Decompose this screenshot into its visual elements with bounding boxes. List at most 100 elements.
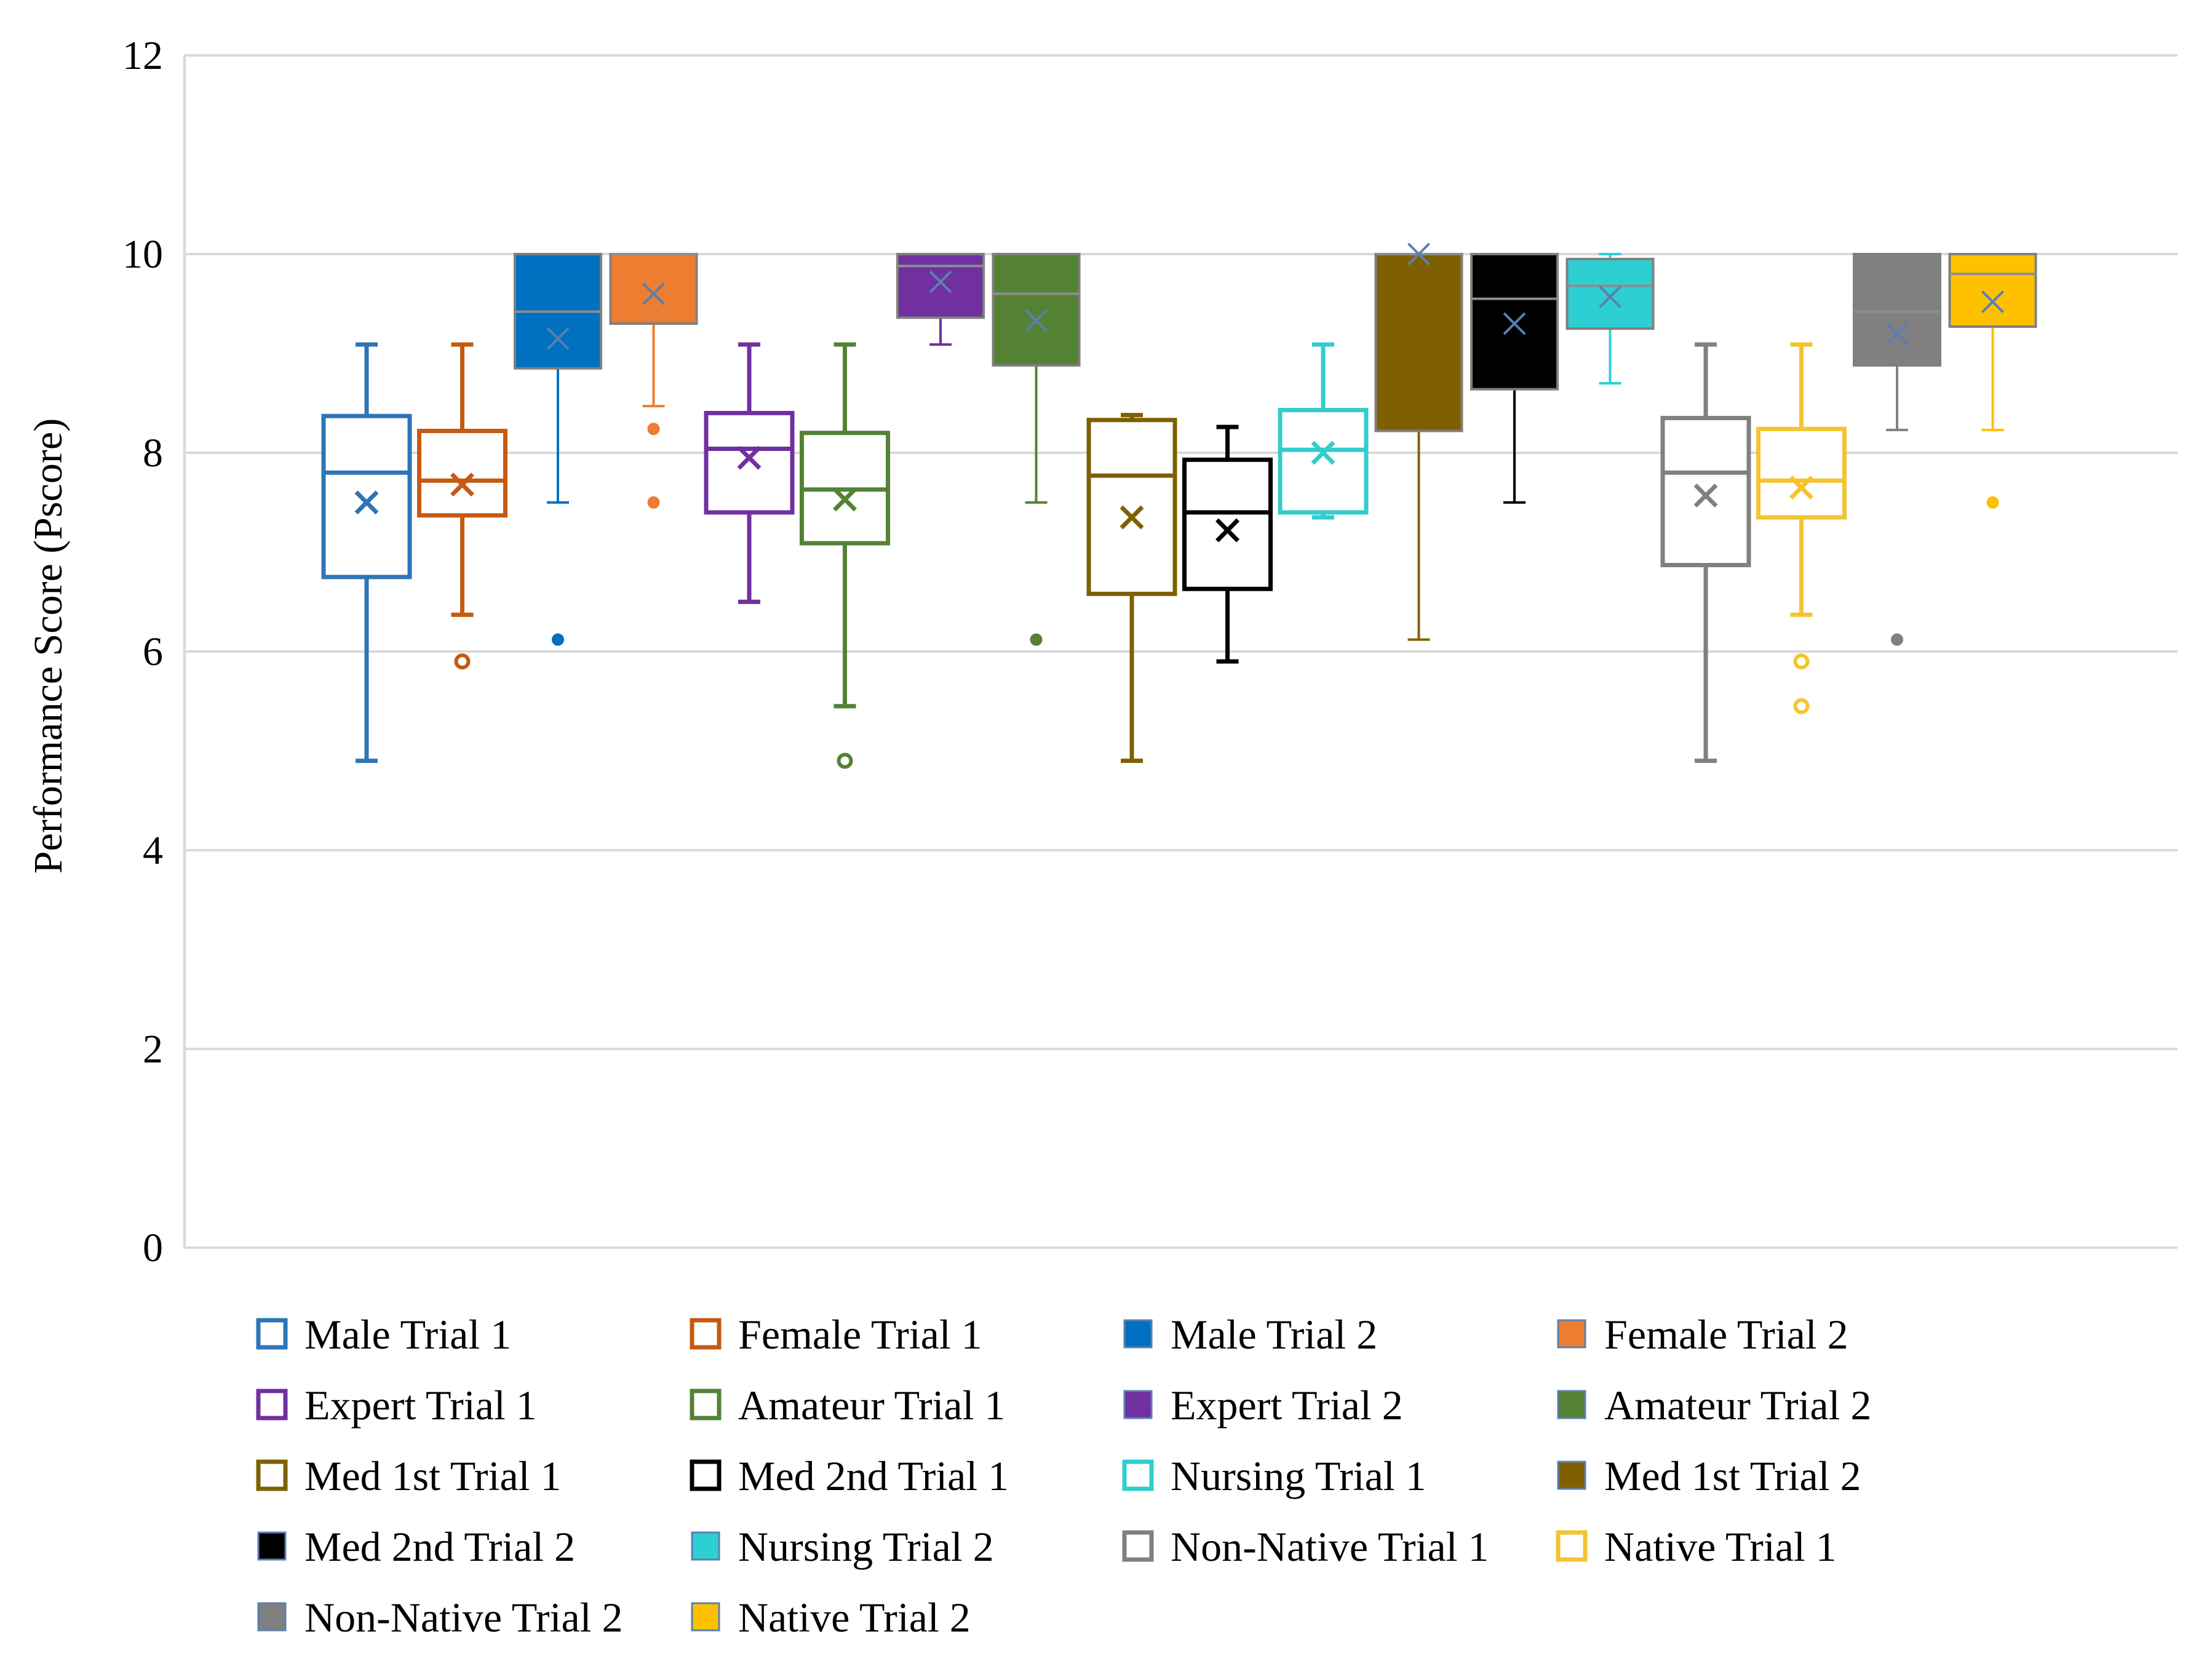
box-iqr bbox=[1756, 426, 1847, 520]
legend-item: Expert Trial 2 bbox=[1123, 1382, 1403, 1429]
legend-item: Male Trial 1 bbox=[256, 1311, 511, 1358]
legend-item: Med 1st Trial 1 bbox=[256, 1453, 562, 1499]
mean-marker bbox=[1981, 290, 2004, 313]
legend-swatch bbox=[257, 1531, 287, 1561]
legend-item: Female Trial 1 bbox=[690, 1311, 982, 1358]
outlier-point bbox=[1793, 698, 1810, 714]
box-expert-trial-2 bbox=[896, 253, 985, 346]
outlier-point bbox=[552, 633, 564, 646]
mean-marker bbox=[1599, 285, 1621, 308]
box-iqr bbox=[1853, 253, 1941, 367]
legend-swatch bbox=[691, 1602, 720, 1632]
box-med-1st-trial-1 bbox=[1086, 413, 1177, 763]
legend-swatch bbox=[690, 1459, 722, 1491]
outlier-point bbox=[837, 752, 853, 769]
legend-label: Non-Native Trial 1 bbox=[1171, 1523, 1489, 1570]
outlier-point bbox=[1030, 633, 1043, 646]
legend-swatch bbox=[1557, 1390, 1586, 1419]
legend-label: Med 2nd Trial 2 bbox=[304, 1523, 575, 1570]
legend-label: Female Trial 2 bbox=[1604, 1311, 1848, 1358]
legend-item: Med 1st Trial 2 bbox=[1557, 1453, 1861, 1499]
legend-item: Nursing Trial 1 bbox=[1122, 1453, 1426, 1499]
outlier-point bbox=[454, 653, 471, 670]
legend-label: Med 2nd Trial 1 bbox=[738, 1453, 1009, 1499]
legend-swatch bbox=[1123, 1390, 1153, 1419]
outlier-point bbox=[1793, 653, 1810, 670]
legend-swatch bbox=[256, 1459, 288, 1491]
box-nursing-trial-2 bbox=[1566, 253, 1655, 385]
mean-marker bbox=[1311, 440, 1335, 465]
y-tick-label: 6 bbox=[143, 629, 163, 674]
box-male-trial-1 bbox=[321, 342, 412, 763]
mean-marker bbox=[737, 445, 762, 470]
legend-label: Non-Native Trial 2 bbox=[304, 1594, 623, 1641]
legend-item: Med 2nd Trial 2 bbox=[257, 1523, 575, 1570]
box-male-trial-2 bbox=[514, 253, 602, 646]
box-iqr bbox=[704, 410, 795, 515]
mean-marker bbox=[1025, 309, 1048, 332]
box-iqr bbox=[1278, 408, 1369, 515]
box-iqr bbox=[1086, 418, 1177, 596]
y-tick-label: 4 bbox=[143, 828, 163, 873]
box-non-native-trial-2 bbox=[1853, 253, 1941, 646]
box-iqr bbox=[1566, 258, 1655, 330]
gridlines bbox=[185, 54, 2178, 1249]
legend-label: Med 1st Trial 1 bbox=[304, 1453, 562, 1499]
legend-item: Male Trial 2 bbox=[1123, 1311, 1377, 1358]
box-iqr bbox=[1470, 253, 1559, 391]
mean-marker bbox=[1503, 312, 1526, 335]
legend-item: Native Trial 2 bbox=[691, 1594, 971, 1641]
outlier-point bbox=[647, 423, 660, 436]
mean-marker bbox=[450, 472, 474, 497]
legend-item: Nursing Trial 2 bbox=[691, 1523, 994, 1570]
legend-swatch bbox=[690, 1389, 722, 1421]
legend-swatch bbox=[1556, 1530, 1588, 1562]
y-axis-title: Performance Score (Pscore) bbox=[26, 418, 71, 874]
mean-marker bbox=[1215, 518, 1239, 543]
box-nursing-trial-1 bbox=[1278, 342, 1369, 520]
legend-swatch bbox=[1122, 1530, 1154, 1562]
legend-item: Female Trial 2 bbox=[1557, 1311, 1848, 1358]
legend-swatch bbox=[256, 1318, 288, 1350]
legend-swatch bbox=[1557, 1319, 1586, 1349]
box-iqr bbox=[1660, 415, 1751, 567]
box-amateur-trial-1 bbox=[800, 342, 890, 769]
mean-marker bbox=[1789, 476, 1813, 500]
box-iqr bbox=[609, 253, 698, 325]
legend-swatch bbox=[690, 1318, 722, 1350]
mean-marker bbox=[929, 270, 952, 293]
box-med-2nd-trial-1 bbox=[1182, 424, 1273, 664]
y-axis: 0 2 4 6 8 10 12 bbox=[122, 33, 186, 1270]
legend-label: Expert Trial 1 bbox=[304, 1382, 537, 1429]
outlier-point bbox=[647, 496, 660, 509]
box-native-trial-1 bbox=[1756, 342, 1847, 714]
legend-item: Med 2nd Trial 1 bbox=[690, 1453, 1009, 1499]
legend-swatch bbox=[1123, 1319, 1153, 1349]
mean-marker bbox=[546, 327, 570, 350]
outlier-point bbox=[1986, 496, 1999, 509]
legend-swatch bbox=[1122, 1459, 1154, 1491]
box-expert-trial-1 bbox=[704, 342, 795, 604]
mean-marker bbox=[354, 490, 379, 515]
legend-item: Expert Trial 1 bbox=[256, 1382, 537, 1429]
legend-swatch bbox=[1557, 1461, 1586, 1490]
box-iqr bbox=[417, 428, 507, 518]
y-tick-label: 10 bbox=[122, 232, 163, 277]
mean-marker bbox=[833, 487, 857, 512]
legend-item: Amateur Trial 2 bbox=[1557, 1382, 1871, 1429]
box-iqr bbox=[1182, 457, 1273, 591]
legend-label: Amateur Trial 2 bbox=[1604, 1382, 1871, 1429]
y-tick-label: 8 bbox=[143, 431, 163, 476]
legend-swatch bbox=[257, 1602, 287, 1632]
mean-marker bbox=[642, 282, 665, 306]
legend-label: Native Trial 2 bbox=[738, 1594, 971, 1641]
legend-swatch bbox=[256, 1389, 288, 1421]
y-tick-label: 2 bbox=[143, 1027, 163, 1072]
box-iqr bbox=[1948, 253, 2037, 328]
box-female-trial-2 bbox=[609, 253, 698, 509]
legend-label: Male Trial 1 bbox=[304, 1311, 511, 1358]
legend-swatch bbox=[691, 1531, 720, 1561]
legend-label: Female Trial 1 bbox=[738, 1311, 982, 1358]
